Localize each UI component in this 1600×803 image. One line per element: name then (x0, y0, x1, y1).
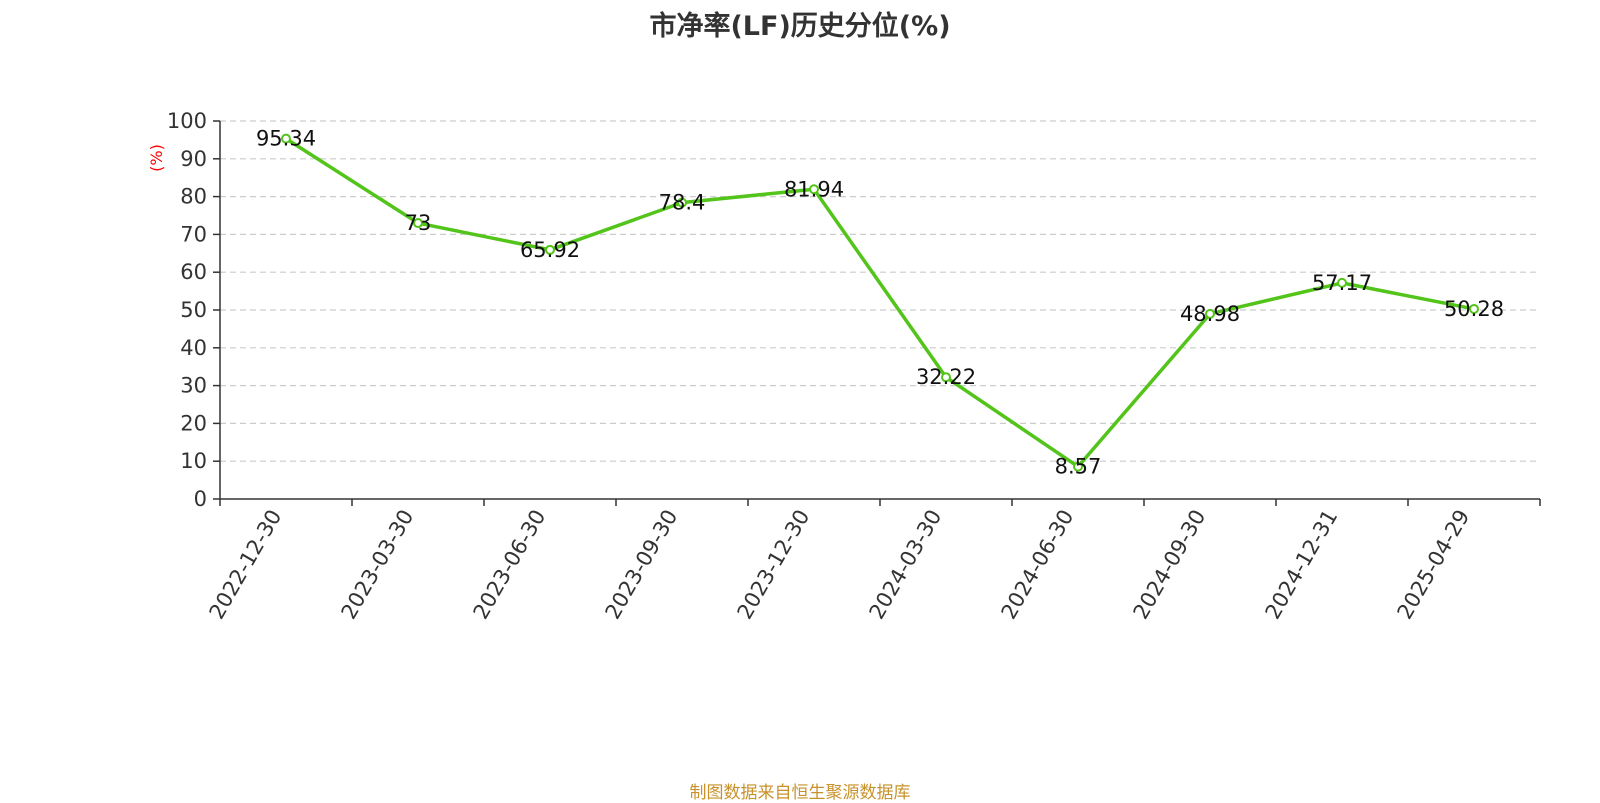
y-tick-label: 80 (180, 185, 207, 209)
data-label: 65.92 (520, 238, 580, 262)
data-point (1205, 308, 1215, 319)
y-tick-label: 30 (180, 374, 207, 398)
y-tick-label: 70 (180, 222, 207, 246)
data-point (545, 244, 555, 255)
y-tick-label: 20 (180, 411, 207, 435)
axes: 0 10 20 30 40 50 60 70 80 90 100 2022-12-30 2023-03-… (167, 109, 1541, 624)
x-tick-label: 2025-04-29 (1393, 506, 1475, 624)
series-line (281, 133, 1479, 472)
data-label: 95.34 (256, 127, 316, 151)
x-tick-label: 2022-12-30 (205, 506, 287, 624)
data-label: 78.4 (659, 191, 706, 215)
x-tick-label: 2023-12-30 (733, 506, 815, 624)
x-tick-label: 2023-03-30 (337, 506, 419, 624)
data-point (1337, 277, 1347, 288)
y-tick-label: 60 (180, 260, 207, 284)
y-tick-label: 40 (180, 336, 207, 360)
data-label: 32.22 (916, 365, 976, 389)
data-source-footer: 制图数据来自恒生聚源数据库 (689, 783, 911, 803)
y-tick-label: 0 (194, 487, 207, 511)
x-tick-label: 2024-06-30 (997, 506, 1079, 624)
data-point (677, 197, 687, 208)
y-tick-label: 10 (180, 449, 207, 473)
data-point (809, 184, 819, 195)
series-line-path (285, 137, 1475, 469)
data-label: 81.94 (784, 177, 844, 201)
chart-title: 市净率(LF)历史分位(%) (649, 11, 951, 42)
x-tick-label: 2024-03-30 (865, 506, 947, 624)
x-tick-label: 2023-06-30 (469, 506, 551, 624)
data-labels: 95.34 73 65.92 78.4 81.94 32.22 8.57 48.98 57.17… (256, 127, 1504, 479)
data-point (1469, 303, 1479, 314)
grid-lines (220, 120, 1540, 462)
data-label: 50.28 (1444, 297, 1504, 321)
x-tick-label: 2024-09-30 (1129, 506, 1211, 624)
data-point (941, 372, 951, 383)
data-point (281, 133, 291, 144)
data-point (413, 218, 423, 229)
y-tick-label: 100 (167, 109, 207, 133)
y-tick-label: 90 (180, 147, 207, 171)
data-point (1073, 461, 1083, 472)
data-label: 73 (405, 211, 432, 235)
x-tick-label: 2023-09-30 (601, 506, 683, 624)
data-label: 8.57 (1055, 455, 1102, 479)
data-label: 48.98 (1180, 302, 1240, 326)
y-tick-label: 50 (180, 298, 207, 322)
x-tick-label: 2024-12-31 (1261, 506, 1343, 624)
data-label: 57.17 (1312, 271, 1372, 295)
y-axis-label: (%) (147, 144, 166, 172)
